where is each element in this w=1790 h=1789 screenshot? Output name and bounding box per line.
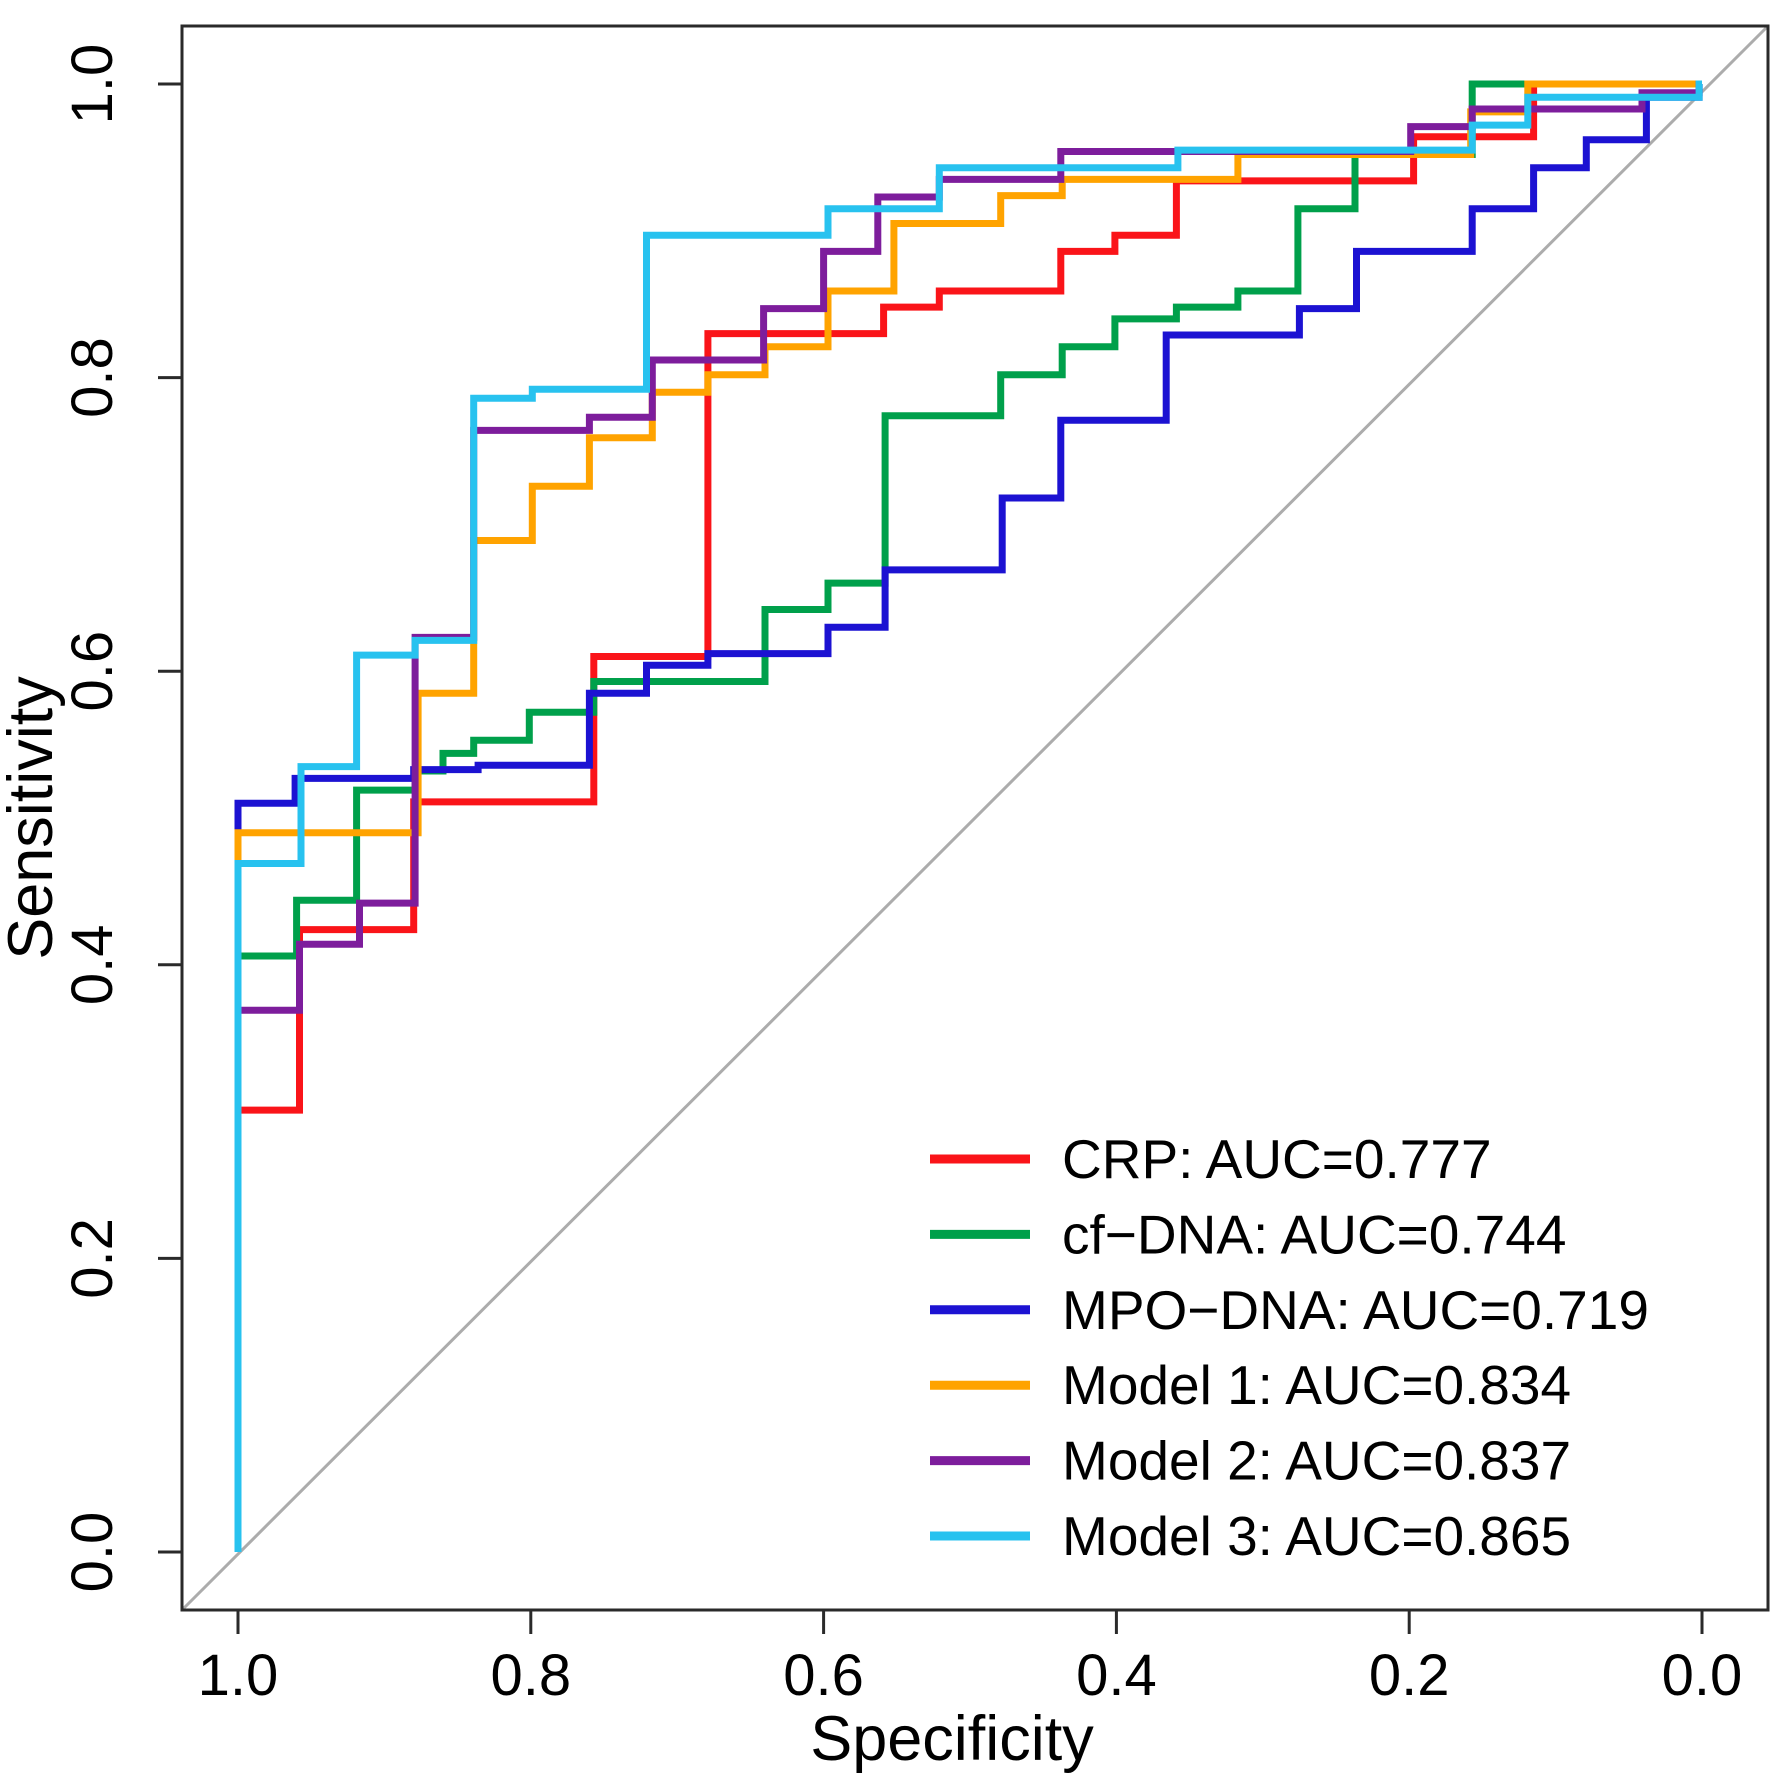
legend-item-model-3: Model 3: AUC=0.865 <box>930 1505 1571 1567</box>
y-tick-label-0.4: 0.4 <box>60 924 125 1005</box>
x-tick-label-0.8: 0.8 <box>490 1643 571 1708</box>
plot-border <box>180 24 1770 1612</box>
legend-label: Model 1: AUC=0.834 <box>1062 1354 1571 1416</box>
roc-curve-model-3 <box>234 80 1703 1552</box>
y-axis-title: Sensitivity <box>0 676 66 960</box>
y-tick-label-0.8: 0.8 <box>60 337 125 418</box>
axis-ticks: 1.0 0.8 0.6 0.4 0.2 0.0 0.0 0.2 0.4 0.6 0.8 1.0 <box>60 44 1742 1708</box>
diagonal-reference-line <box>180 24 1770 1612</box>
y-tick-label-0.6: 0.6 <box>60 631 125 712</box>
legend-label: Model 2: AUC=0.837 <box>1062 1430 1571 1492</box>
x-tick-label-0.4: 0.4 <box>1076 1643 1157 1708</box>
roc-curve-mpo-dna <box>234 80 1703 1552</box>
x-tick-label-1.0: 1.0 <box>198 1643 279 1708</box>
x-tick-label-0.0: 0.0 <box>1662 1643 1743 1708</box>
legend-label: Model 3: AUC=0.865 <box>1062 1505 1571 1567</box>
legend-label: CRP: AUC=0.777 <box>1062 1128 1492 1190</box>
roc-curves <box>234 80 1703 1552</box>
roc-curve-crp <box>234 80 1702 1552</box>
x-tick-label-0.2: 0.2 <box>1369 1643 1450 1708</box>
x-tick-label-0.6: 0.6 <box>783 1643 864 1708</box>
legend-item-crp: CRP: AUC=0.777 <box>930 1128 1492 1190</box>
y-tick-label-1.0: 1.0 <box>60 44 125 125</box>
legend-item-model-1: Model 1: AUC=0.834 <box>930 1354 1571 1416</box>
legend-item-mpo-dna: MPO−DNA: AUC=0.719 <box>930 1279 1649 1341</box>
legend-item-cf-dna: cf−DNA: AUC=0.744 <box>930 1203 1566 1265</box>
legend-item-model-2: Model 2: AUC=0.837 <box>930 1430 1571 1492</box>
roc-curve-model-2 <box>234 80 1703 1552</box>
y-tick-label-0.2: 0.2 <box>60 1218 125 1299</box>
x-axis-title: Specificity <box>810 1704 1094 1774</box>
legend-label: cf−DNA: AUC=0.744 <box>1062 1203 1566 1265</box>
legend: CRP: AUC=0.777 cf−DNA: AUC=0.744 MPO−DNA: … <box>930 1128 1649 1567</box>
y-tick-label-0.0: 0.0 <box>60 1512 125 1593</box>
legend-label: MPO−DNA: AUC=0.719 <box>1062 1279 1649 1341</box>
